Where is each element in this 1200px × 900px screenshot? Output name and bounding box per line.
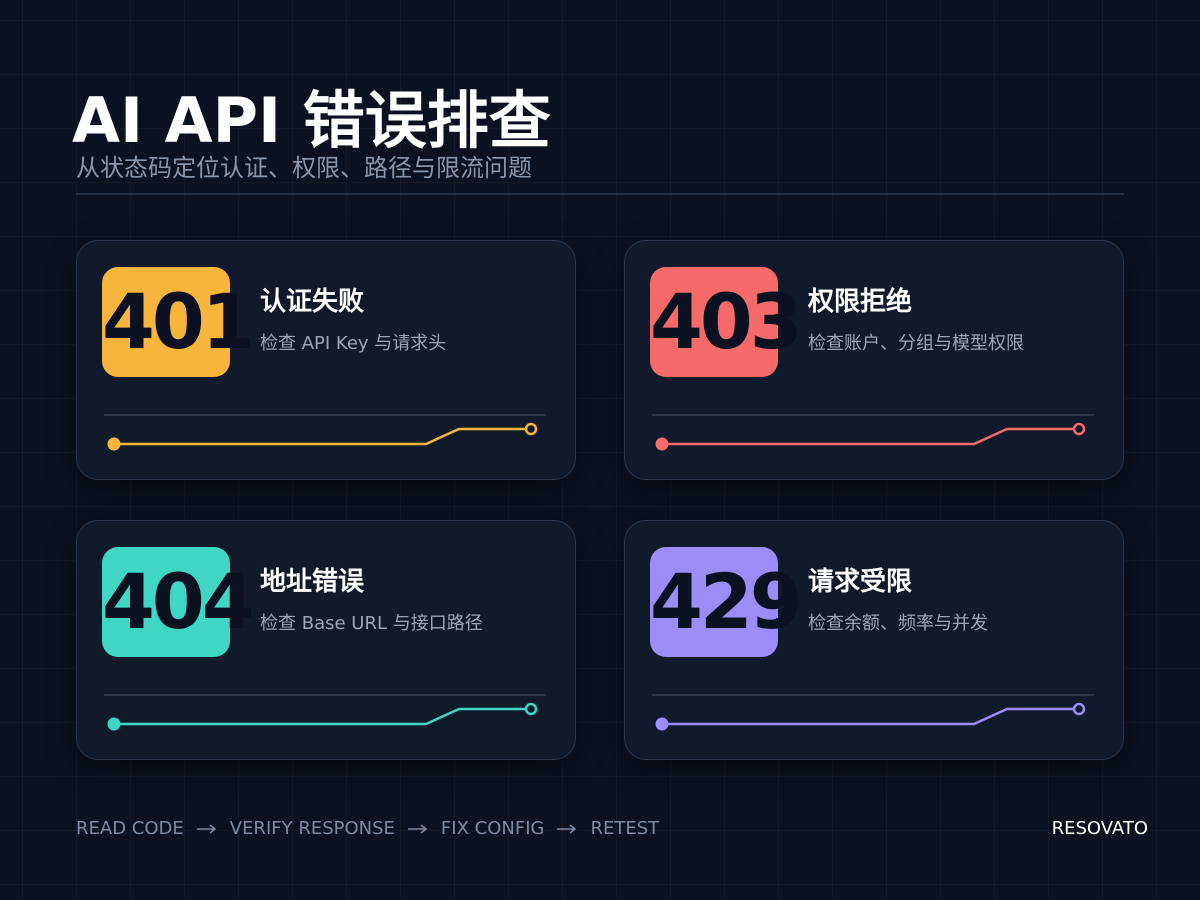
trace [104, 694, 546, 731]
status-code: 403 [650, 277, 803, 366]
arrow [557, 823, 577, 834]
divider [76, 193, 1124, 195]
trace-line [662, 707, 1079, 726]
card-desc: 检查 API Key 与请求头 [260, 333, 447, 354]
error-card: 403 权限拒绝检查账户、分组与模型权限 [624, 240, 1124, 480]
card-title: 认证失败 [260, 287, 365, 317]
error-card: 404 地址错误检查 Base URL 与接口路径 [76, 520, 576, 760]
trace-line [114, 707, 531, 726]
error-card: 429 请求受限检查余额、频率与并发 [624, 520, 1124, 760]
trace [104, 414, 546, 451]
step: RETEST [590, 818, 660, 839]
card-desc: 检查账户、分组与模型权限 [808, 333, 1024, 354]
trace-end [524, 422, 538, 436]
step: FIX CONFIG [440, 818, 545, 839]
error-card: 401 认证失败检查 API Key 与请求头 [76, 240, 576, 480]
trace-line [114, 427, 531, 446]
card-title: 请求受限 [808, 567, 913, 597]
trace [652, 694, 1094, 731]
card-desc: 检查 Base URL 与接口路径 [260, 613, 483, 634]
code-badge [102, 547, 230, 657]
trace [652, 414, 1094, 451]
card-title: 地址错误 [260, 567, 365, 597]
status-code: 404 [102, 557, 255, 646]
subtitle: 从状态码定位认证、权限、路径与限流问题 [76, 154, 532, 182]
card-desc: 检查余额、频率与并发 [808, 613, 988, 634]
card-title: 权限拒绝 [808, 287, 913, 317]
trace-end [1072, 422, 1086, 436]
trace-end [1072, 702, 1086, 716]
step: READ CODE [76, 818, 184, 839]
brand: RESOVATO [1051, 818, 1148, 839]
trace-start [655, 717, 669, 731]
footer-steps: READ CODE VERIFY RESPONSE FIX CONFIG RETEST [76, 818, 659, 839]
arrow [407, 823, 428, 834]
code-badge [102, 267, 230, 377]
trace-end [524, 702, 538, 716]
code-badge [650, 547, 778, 657]
trace-start [107, 437, 121, 451]
trace-line [662, 427, 1079, 446]
title: AI API 错误排查 [72, 84, 551, 157]
trace-start [655, 437, 669, 451]
arrow [196, 823, 217, 834]
status-code: 429 [650, 557, 803, 646]
step: VERIFY RESPONSE [229, 818, 395, 839]
code-badge [650, 267, 778, 377]
trace-start [107, 717, 121, 731]
status-code: 401 [102, 277, 255, 366]
